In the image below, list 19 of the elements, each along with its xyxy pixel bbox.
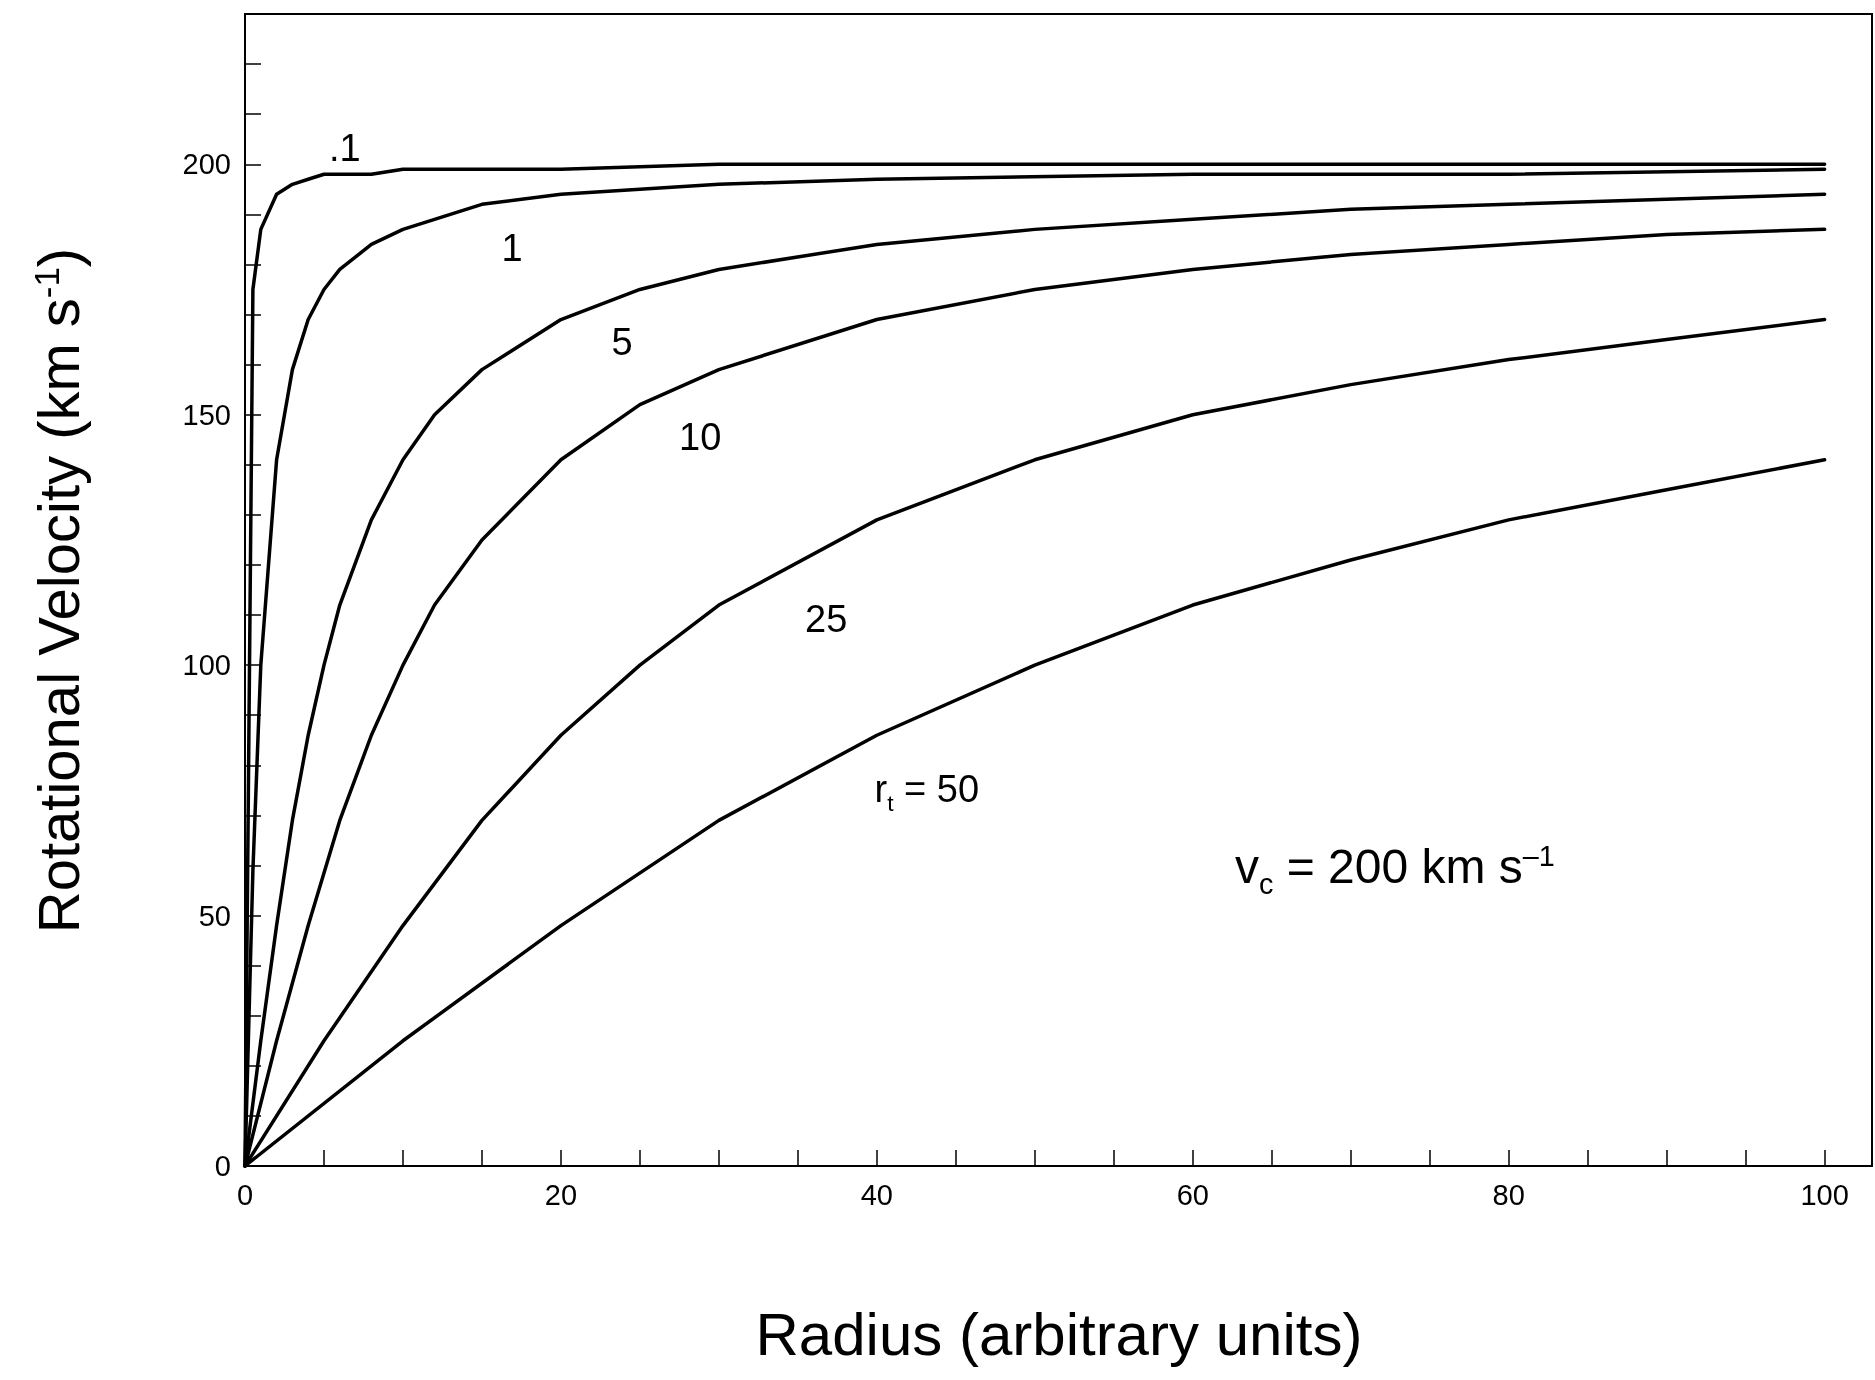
- annotation: 1: [501, 226, 523, 270]
- x-tick-label: 20: [544, 1178, 578, 1211]
- x-tick-label: 80: [1492, 1178, 1525, 1211]
- y-tick-label: 50: [198, 899, 231, 932]
- annotation: v$_{c}$ = 200 km s$^{–1}$: [1235, 839, 1555, 901]
- y-tick-label: 0: [214, 1150, 231, 1182]
- x-axis-title: Radius (arbitrary units): [755, 1300, 1363, 1369]
- x-tick-label: 0: [236, 1178, 254, 1211]
- x-tick-label: 100: [1800, 1178, 1849, 1211]
- annotation: 5: [611, 320, 633, 364]
- x-tick-label: 60: [1176, 1178, 1209, 1211]
- y-tick-label: 100: [182, 649, 231, 682]
- annotation: 25: [805, 597, 848, 641]
- y-tick-label: 150: [182, 398, 231, 431]
- y-tick-label: 200: [182, 148, 231, 181]
- x-tick-label: 40: [860, 1178, 893, 1211]
- annotation: r$_{t}$ = 50: [874, 767, 980, 817]
- annotation: .1: [329, 126, 361, 170]
- annotation: 10: [679, 415, 722, 459]
